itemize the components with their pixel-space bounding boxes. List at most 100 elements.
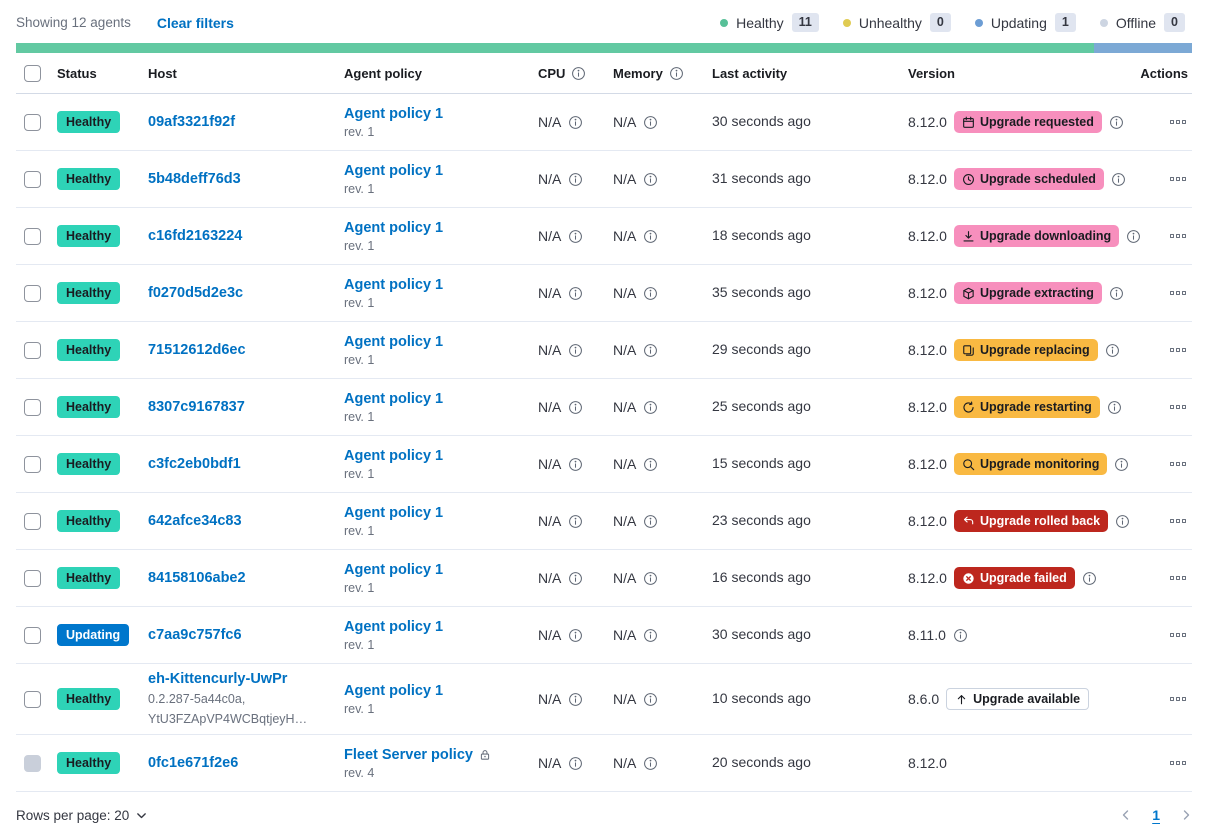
clear-filters-link[interactable]: Clear filters xyxy=(156,14,234,31)
row-actions-button[interactable] xyxy=(1168,115,1188,129)
info-icon[interactable] xyxy=(1115,514,1130,529)
rows-per-page-button[interactable]: Rows per page: 20 xyxy=(16,808,147,823)
info-icon[interactable] xyxy=(1126,229,1141,244)
host-link[interactable]: 8307c9167837 xyxy=(148,399,245,415)
info-icon[interactable] xyxy=(643,229,658,244)
info-icon[interactable] xyxy=(643,692,658,707)
legend-item-offline[interactable]: Offline 0 xyxy=(1099,13,1185,32)
row-actions-button[interactable] xyxy=(1168,229,1188,243)
row-actions-button[interactable] xyxy=(1168,628,1188,642)
info-icon[interactable] xyxy=(571,66,586,81)
host-link[interactable]: c16fd2163224 xyxy=(148,228,243,244)
info-icon[interactable] xyxy=(568,172,583,187)
info-icon[interactable] xyxy=(643,628,658,643)
row-actions-button[interactable] xyxy=(1168,571,1188,585)
select-all-checkbox[interactable] xyxy=(24,64,41,82)
cpu-cell: N/A xyxy=(538,171,613,187)
info-icon[interactable] xyxy=(568,514,583,529)
agent-policy-link[interactable]: Agent policy 1 xyxy=(344,682,444,699)
host-link[interactable]: 0fc1e671f2e6 xyxy=(148,755,239,771)
agent-policy-link[interactable]: Agent policy 1 xyxy=(344,219,444,236)
info-icon[interactable] xyxy=(568,628,583,643)
info-icon[interactable] xyxy=(1111,172,1126,187)
host-link[interactable]: 09af3321f92f xyxy=(148,114,236,130)
host-link[interactable]: 84158106abe2 xyxy=(148,570,246,586)
info-icon[interactable] xyxy=(643,514,658,529)
host-link[interactable]: 642afce34c83 xyxy=(148,513,242,529)
info-icon[interactable] xyxy=(643,115,658,130)
host-link[interactable]: c3fc2eb0bdf1 xyxy=(148,456,241,472)
agent-policy-link[interactable]: Agent policy 1 xyxy=(344,390,444,407)
policy-cell: Agent policy 1 rev. 1 xyxy=(344,448,538,481)
row-actions-button[interactable] xyxy=(1168,514,1188,528)
previous-page-button[interactable] xyxy=(1120,809,1132,821)
host-link[interactable]: c7aa9c757fc6 xyxy=(148,627,242,643)
agents-table: Status Host Agent policy CPU Memory Last acti… xyxy=(16,53,1192,792)
next-page-button[interactable] xyxy=(1180,809,1192,821)
info-icon[interactable] xyxy=(568,756,583,771)
info-icon[interactable] xyxy=(643,457,658,472)
info-icon[interactable] xyxy=(953,628,968,643)
info-icon[interactable] xyxy=(643,400,658,415)
agent-policy-link[interactable]: Agent policy 1 xyxy=(344,447,444,464)
host-link[interactable]: f0270d5d2e3c xyxy=(148,285,244,301)
row-actions-button[interactable] xyxy=(1168,400,1188,414)
row-checkbox[interactable] xyxy=(24,626,41,644)
row-checkbox[interactable] xyxy=(24,227,41,245)
row-checkbox[interactable] xyxy=(24,170,41,188)
row-actions-button[interactable] xyxy=(1168,343,1188,357)
column-header-label: CPU xyxy=(538,65,566,81)
info-icon[interactable] xyxy=(1114,457,1129,472)
info-icon[interactable] xyxy=(643,571,658,586)
info-icon[interactable] xyxy=(643,756,658,771)
memory-value: N/A xyxy=(613,399,637,415)
row-checkbox[interactable] xyxy=(24,512,41,530)
host-link[interactable]: 71512612d6ec xyxy=(148,342,246,358)
page-number-1[interactable]: 1 xyxy=(1152,807,1160,823)
info-icon[interactable] xyxy=(1082,571,1097,586)
info-icon[interactable] xyxy=(568,115,583,130)
host-link[interactable]: 5b48deff76d3 xyxy=(148,171,241,187)
info-icon[interactable] xyxy=(568,286,583,301)
agent-policy-link[interactable]: Agent policy 1 xyxy=(344,561,444,578)
info-icon[interactable] xyxy=(1109,115,1124,130)
info-icon[interactable] xyxy=(643,286,658,301)
legend-item-healthy[interactable]: Healthy 11 xyxy=(720,13,819,32)
legend-item-unhealthy[interactable]: Unhealthy 0 xyxy=(842,13,951,32)
agent-policy-link[interactable]: Agent policy 1 xyxy=(344,105,444,122)
agent-policy-link[interactable]: Agent policy 1 xyxy=(344,162,444,179)
info-icon[interactable] xyxy=(568,343,583,358)
agent-policy-link[interactable]: Agent policy 1 xyxy=(344,618,444,635)
info-icon[interactable] xyxy=(1107,400,1122,415)
upgrade-status-badge: Upgrade replacing xyxy=(953,339,1098,361)
row-checkbox[interactable] xyxy=(24,398,41,416)
row-checkbox[interactable] xyxy=(24,569,41,587)
info-icon[interactable] xyxy=(643,172,658,187)
info-icon[interactable] xyxy=(1109,286,1124,301)
host-link[interactable]: eh-Kittencurly-UwPr xyxy=(148,670,288,687)
legend-item-updating[interactable]: Updating 1 xyxy=(974,13,1076,32)
row-checkbox[interactable] xyxy=(24,341,41,359)
info-icon[interactable] xyxy=(1105,343,1120,358)
agent-policy-link[interactable]: Fleet Server policy xyxy=(344,746,473,763)
row-actions-button[interactable] xyxy=(1168,457,1188,471)
info-icon[interactable] xyxy=(568,571,583,586)
row-actions-button[interactable] xyxy=(1168,286,1188,300)
info-icon[interactable] xyxy=(669,66,684,81)
row-checkbox[interactable] xyxy=(24,284,41,302)
agent-policy-link[interactable]: Agent policy 1 xyxy=(344,276,444,293)
info-icon[interactable] xyxy=(568,692,583,707)
row-actions-button[interactable] xyxy=(1168,172,1188,186)
row-checkbox[interactable] xyxy=(24,690,41,708)
row-checkbox[interactable] xyxy=(24,113,41,131)
row-checkbox[interactable] xyxy=(24,455,41,473)
agent-policy-link[interactable]: Agent policy 1 xyxy=(344,333,444,350)
memory-cell: N/A xyxy=(613,691,712,707)
row-actions-button[interactable] xyxy=(1168,692,1188,706)
info-icon[interactable] xyxy=(568,400,583,415)
info-icon[interactable] xyxy=(643,343,658,358)
agent-policy-link[interactable]: Agent policy 1 xyxy=(344,504,444,521)
info-icon[interactable] xyxy=(568,229,583,244)
info-icon[interactable] xyxy=(568,457,583,472)
row-actions-button[interactable] xyxy=(1168,756,1188,770)
